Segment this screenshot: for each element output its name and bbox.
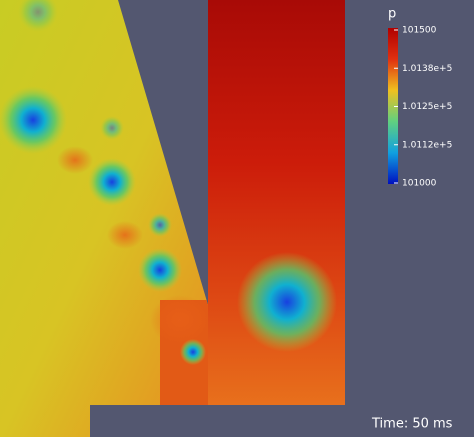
pressure-field xyxy=(0,0,345,437)
colorbar-label: 101500 xyxy=(402,26,437,36)
colorbar xyxy=(388,28,398,184)
time-annotation: Time: 50 ms xyxy=(371,417,453,432)
colorbar-label: 1.0138e+5 xyxy=(402,64,452,74)
colorbar-label: 1.0112e+5 xyxy=(402,140,452,150)
colorbar-label: 1.0125e+5 xyxy=(402,102,452,112)
colorbar-title: p xyxy=(388,7,396,22)
colorbar-label: 101000 xyxy=(402,179,437,189)
